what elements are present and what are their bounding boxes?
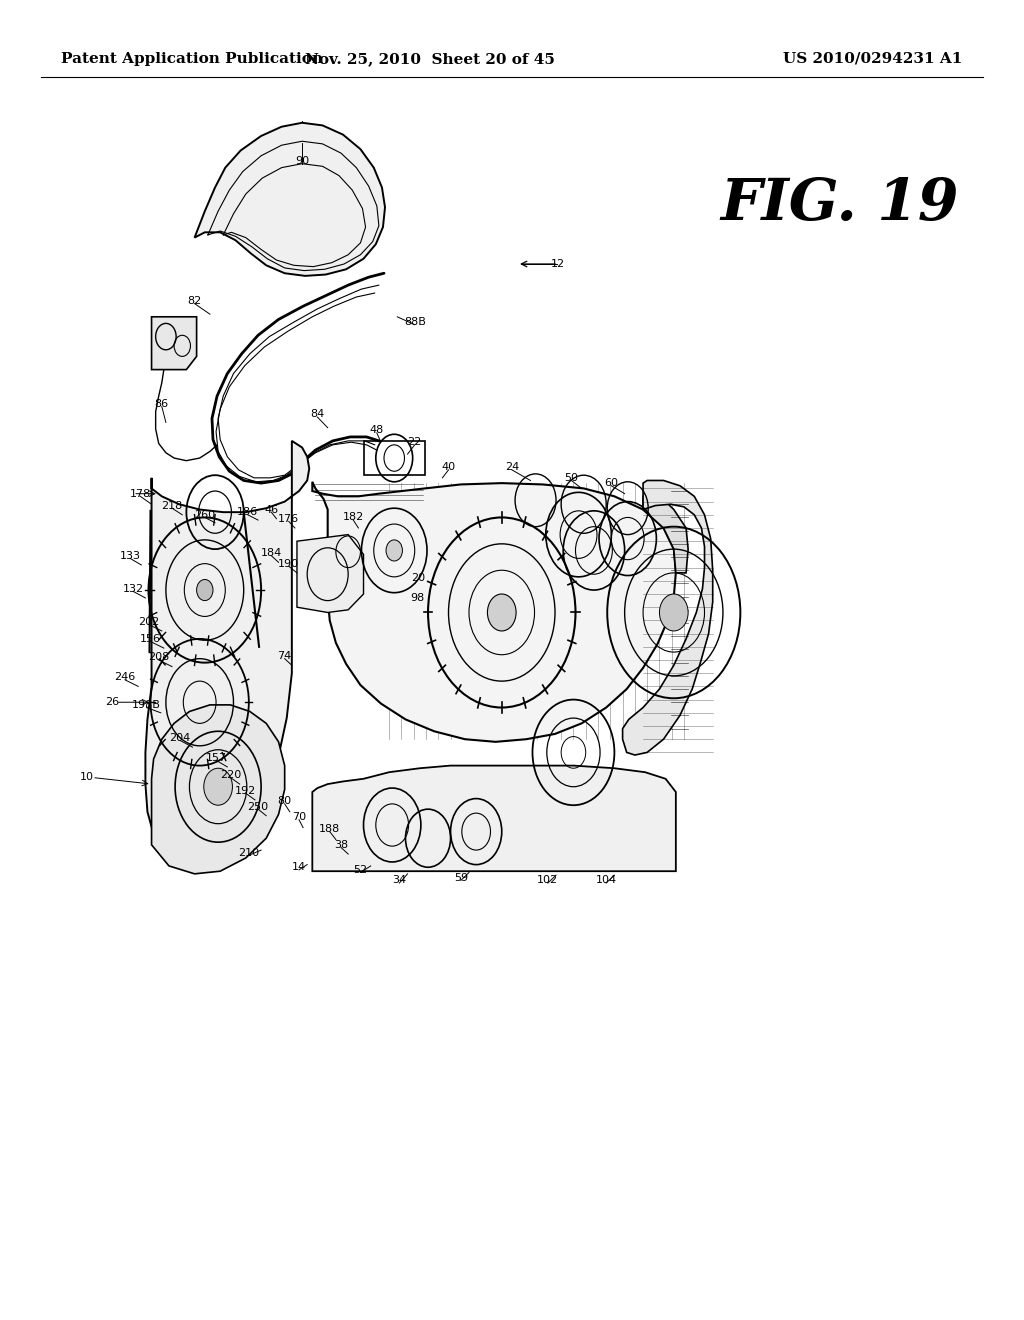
Circle shape [197, 579, 213, 601]
Circle shape [487, 594, 516, 631]
Text: 70: 70 [292, 812, 306, 822]
Text: 60: 60 [604, 478, 618, 488]
Text: 260: 260 [195, 510, 215, 520]
Text: 98: 98 [411, 593, 425, 603]
Text: 80: 80 [278, 796, 292, 807]
Text: 246: 246 [115, 672, 135, 682]
Circle shape [659, 594, 688, 631]
Text: 14: 14 [292, 862, 306, 873]
Text: 210: 210 [239, 847, 259, 858]
Text: 20: 20 [411, 573, 425, 583]
Text: 84: 84 [310, 409, 325, 420]
Polygon shape [195, 123, 385, 276]
Text: 218: 218 [162, 500, 182, 511]
Text: 132: 132 [123, 583, 143, 594]
Text: 202: 202 [138, 616, 159, 627]
Text: 208: 208 [148, 652, 169, 663]
Text: 38: 38 [334, 840, 348, 850]
Text: 186: 186 [238, 507, 258, 517]
Text: 48: 48 [370, 425, 384, 436]
Polygon shape [297, 535, 364, 612]
Polygon shape [312, 766, 676, 871]
Text: US 2010/0294231 A1: US 2010/0294231 A1 [783, 51, 963, 66]
Text: 10: 10 [80, 772, 94, 783]
Polygon shape [312, 482, 676, 742]
Text: 59: 59 [454, 873, 468, 883]
Text: 46: 46 [264, 504, 279, 515]
Text: 176: 176 [279, 513, 299, 524]
Text: FIG. 19: FIG. 19 [721, 177, 958, 232]
Circle shape [386, 540, 402, 561]
Text: 86: 86 [155, 399, 169, 409]
Text: 50: 50 [564, 473, 579, 483]
Text: 220: 220 [220, 770, 241, 780]
Text: 190: 190 [279, 558, 299, 569]
Text: 198B: 198B [132, 700, 161, 710]
Text: 88B: 88B [403, 317, 426, 327]
Text: 22: 22 [408, 437, 422, 447]
Text: Patent Application Publication: Patent Application Publication [61, 51, 324, 66]
Polygon shape [623, 480, 713, 755]
Text: Nov. 25, 2010  Sheet 20 of 45: Nov. 25, 2010 Sheet 20 of 45 [305, 51, 555, 66]
Text: 178: 178 [130, 488, 151, 499]
Polygon shape [145, 441, 309, 871]
Text: 104: 104 [596, 875, 616, 886]
Text: 250: 250 [248, 801, 268, 812]
Text: 188: 188 [319, 824, 340, 834]
Text: 182: 182 [343, 512, 364, 523]
Polygon shape [643, 496, 688, 573]
Polygon shape [152, 705, 285, 874]
Text: 26: 26 [105, 697, 120, 708]
Text: 204: 204 [170, 733, 190, 743]
Polygon shape [152, 317, 197, 370]
Text: 192: 192 [236, 785, 256, 796]
Text: 52: 52 [353, 865, 368, 875]
Text: 133: 133 [120, 550, 140, 561]
Text: 12: 12 [551, 259, 565, 269]
Text: 40: 40 [441, 462, 456, 473]
Text: 24: 24 [505, 462, 519, 473]
Text: 157: 157 [206, 752, 226, 763]
Text: 74: 74 [278, 651, 292, 661]
Text: 156: 156 [140, 634, 161, 644]
Text: 34: 34 [392, 875, 407, 886]
Text: 90: 90 [295, 156, 309, 166]
Text: 184: 184 [261, 548, 282, 558]
Circle shape [204, 768, 232, 805]
Text: 82: 82 [187, 296, 202, 306]
Text: 102: 102 [538, 875, 558, 886]
